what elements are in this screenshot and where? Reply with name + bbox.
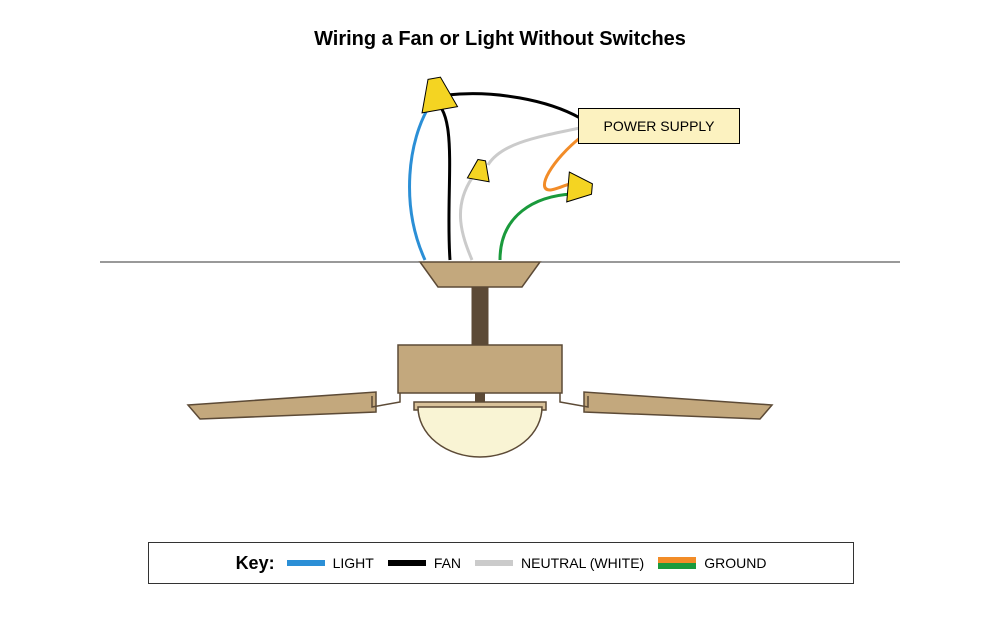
wire-hot-supply: [447, 94, 580, 118]
fan-blade-left: [188, 392, 376, 419]
wire-neutral-supply: [488, 128, 580, 165]
legend-item-light: LIGHT: [287, 555, 374, 571]
fan-downrod: [472, 287, 488, 345]
legend-swatch-neutral: [475, 560, 513, 566]
power-supply-text: POWER SUPPLY: [604, 118, 715, 134]
wire-neutral-main: [460, 178, 472, 260]
fan-canopy: [420, 262, 540, 287]
nut-right: [567, 172, 594, 204]
wire-fan: [432, 100, 450, 260]
legend-label-ground: GROUND: [704, 555, 766, 571]
power-supply-label-box: POWER SUPPLY: [578, 108, 740, 144]
legend-item-fan: FAN: [388, 555, 461, 571]
legend-item-neutral: NEUTRAL (WHITE): [475, 555, 644, 571]
legend-item-ground: GROUND: [658, 555, 766, 571]
legend-key-label: Key:: [236, 553, 275, 574]
legend: Key: LIGHT FAN NEUTRAL (WHITE) GROUND: [148, 542, 854, 584]
light-bowl: [418, 407, 542, 457]
wire-light: [410, 105, 430, 260]
wiring-diagram-svg: [0, 0, 1000, 625]
legend-label-light: LIGHT: [333, 555, 374, 571]
wire-ground-green: [500, 194, 572, 260]
legend-swatch-light: [287, 560, 325, 566]
legend-swatch-fan: [388, 560, 426, 566]
legend-label-neutral: NEUTRAL (WHITE): [521, 555, 644, 571]
fan-blade-right: [584, 392, 772, 419]
diagram-container: Wiring a Fan or Light Without Switches P…: [0, 0, 1000, 625]
fan-motor-housing: [398, 345, 562, 393]
legend-swatch-ground: [658, 557, 696, 569]
legend-label-fan: FAN: [434, 555, 461, 571]
